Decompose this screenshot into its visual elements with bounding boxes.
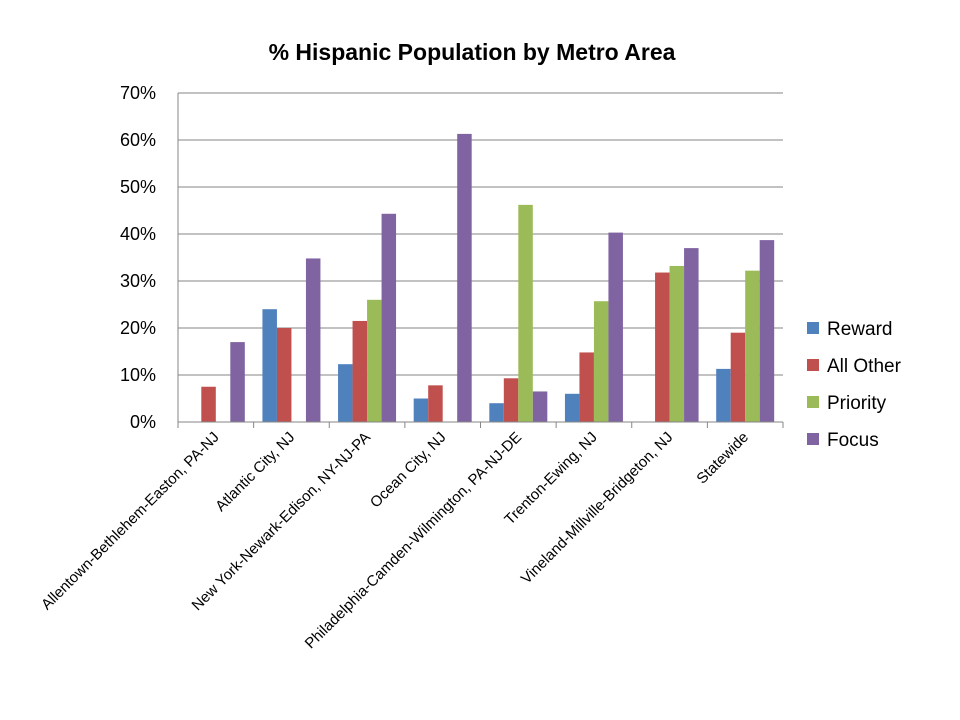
bar-focus (457, 133, 472, 422)
x-category-label: Atlantic City, NJ (212, 429, 298, 515)
bar-reward (716, 368, 731, 422)
bar-focus (230, 342, 245, 422)
bar-priority (745, 270, 760, 422)
bar-all-other (352, 320, 368, 422)
bar-focus (532, 391, 548, 422)
bars (201, 133, 775, 422)
bar-all-other (730, 332, 746, 422)
bar-all-other (428, 385, 443, 422)
bar-priority (669, 265, 685, 422)
legend-label: All Other (827, 356, 902, 377)
x-category-label: Ocean City, NJ (367, 429, 450, 512)
y-tick-label: 70% (120, 83, 156, 103)
bar-all-other (655, 272, 670, 422)
axes (177, 93, 784, 428)
bar-priority (518, 204, 533, 422)
chart-title: % Hispanic Population by Metro Area (269, 39, 676, 65)
legend-swatch (807, 396, 819, 408)
y-tick-label: 60% (120, 130, 156, 150)
y-tick-label: 30% (120, 271, 156, 291)
legend-label: Focus (827, 430, 879, 451)
bar-focus (608, 232, 623, 422)
bar-focus (759, 240, 775, 422)
bar-reward (413, 398, 429, 422)
legend-label: Reward (827, 319, 892, 340)
bar-all-other (503, 378, 519, 422)
bar-reward (564, 393, 580, 422)
y-tick-label: 50% (120, 177, 156, 197)
x-category-label: Vineland-Millville-Bridgeton, NJ (518, 429, 677, 588)
x-category-label: Statewide (693, 429, 752, 488)
bar-focus (381, 213, 397, 422)
bar-priority (593, 301, 609, 422)
legend-swatch (807, 433, 819, 445)
bar-focus (305, 258, 321, 422)
x-category-labels: Allentown-Bethlehem-Easton, PA-NJAtlanti… (38, 429, 752, 652)
y-tick-labels: 0% 10% 20% 30% 40% 50% 60% 70% (120, 83, 156, 432)
y-tick-label: 20% (120, 318, 156, 338)
bar-focus (684, 248, 699, 422)
bar-reward (489, 403, 504, 422)
legend: Reward All Other Priority Focus (807, 319, 902, 451)
legend-swatch (807, 322, 819, 334)
bar-reward (262, 309, 277, 422)
y-tick-label: 0% (130, 412, 156, 432)
x-category-label: Allentown-Bethlehem-Easton, PA-NJ (38, 429, 223, 614)
legend-label: Priority (827, 393, 887, 414)
y-tick-label: 40% (120, 224, 156, 244)
y-tick-label: 10% (120, 365, 156, 385)
legend-swatch (807, 359, 819, 371)
bar-priority (367, 299, 382, 422)
bar-all-other (201, 386, 216, 422)
bar-reward (338, 364, 353, 422)
bar-all-other (579, 352, 594, 422)
bar-all-other (276, 328, 292, 422)
